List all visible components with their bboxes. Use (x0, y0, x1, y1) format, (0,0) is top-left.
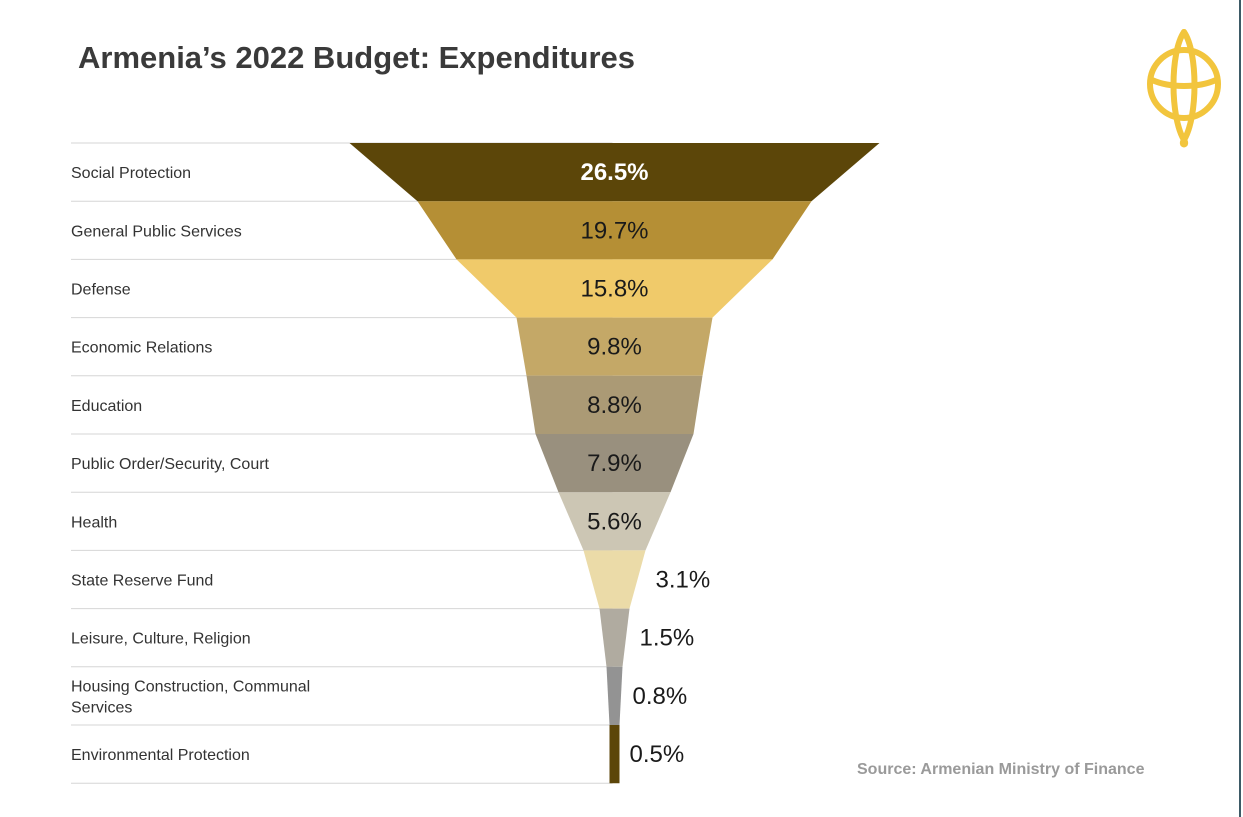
value-label: 15.8% (580, 276, 648, 303)
globe-emblem-icon (1147, 29, 1221, 148)
value-label: 26.5% (580, 159, 648, 186)
value-label: 0.8% (633, 683, 688, 710)
funnel-segment (609, 725, 620, 784)
source-note: Source: Armenian Ministry of Finance (857, 761, 1145, 778)
value-label: 9.8% (587, 334, 642, 361)
funnel-segment (526, 375, 703, 434)
funnel-segment (417, 201, 812, 260)
category-label: Education (71, 398, 142, 415)
category-label: Housing Construction, Communal Services (71, 678, 310, 716)
funnel-segment (558, 492, 671, 551)
value-label: 1.5% (640, 625, 695, 652)
category-label: Defense (71, 282, 131, 299)
value-label: 7.9% (587, 450, 642, 477)
right-border (1239, 0, 1241, 817)
category-label: General Public Services (71, 223, 242, 240)
category-label: Health (71, 514, 117, 531)
value-label: 3.1% (656, 567, 711, 594)
funnel-segment (583, 550, 646, 609)
funnel-segment (606, 666, 623, 725)
funnel-segment (599, 608, 630, 667)
value-label: 8.8% (587, 392, 642, 419)
category-label: State Reserve Fund (71, 573, 213, 590)
funnel-segment (516, 317, 713, 376)
category-label: Social Protection (71, 165, 191, 182)
chart-title: Armenia’s 2022 Budget: Expenditures (78, 40, 636, 75)
value-label: 0.5% (630, 741, 685, 768)
funnel-segment (456, 259, 773, 318)
value-label: 5.6% (587, 508, 642, 535)
category-label: Public Order/Security, Court (71, 456, 270, 473)
value-label: 19.7% (580, 217, 648, 244)
category-label: Economic Relations (71, 340, 212, 357)
funnel-segment (535, 434, 694, 493)
category-label: Leisure, Culture, Religion (71, 631, 251, 648)
funnel-segment (349, 143, 880, 202)
category-label: Environmental Protection (71, 747, 250, 764)
